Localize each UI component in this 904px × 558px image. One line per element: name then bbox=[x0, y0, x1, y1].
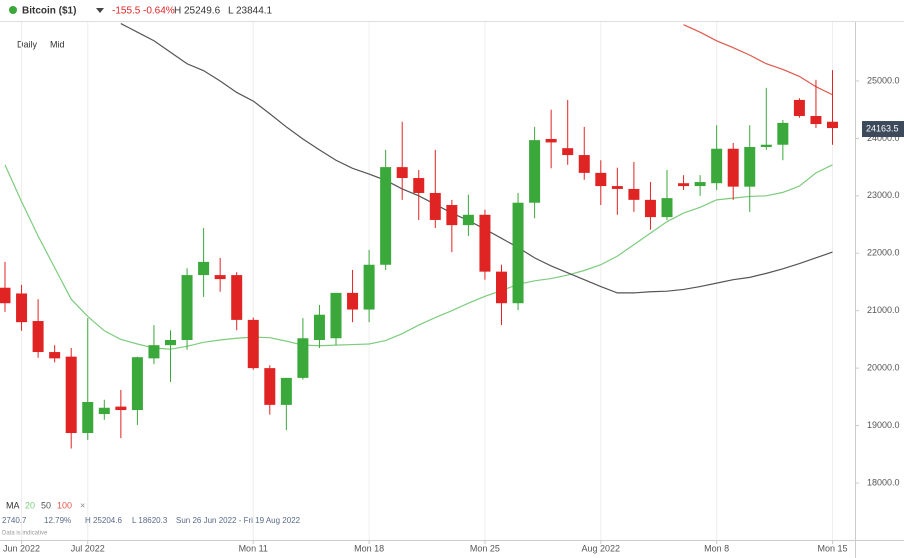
interval[interactable]: Daily bbox=[17, 39, 38, 49]
header-high: H 25249.6 bbox=[174, 6, 221, 17]
candle-body bbox=[98, 407, 110, 415]
change-pct: -0.64% bbox=[143, 6, 175, 17]
candle-body bbox=[131, 357, 143, 411]
ma-line bbox=[120, 23, 833, 294]
candle-body bbox=[363, 264, 375, 310]
candle-body bbox=[198, 261, 210, 276]
legend-close[interactable]: × bbox=[80, 500, 85, 510]
candle-body bbox=[678, 183, 690, 187]
candle-body bbox=[661, 198, 673, 218]
candle-body bbox=[165, 339, 176, 346]
candle-body bbox=[793, 99, 805, 117]
candle-body bbox=[727, 148, 739, 187]
candle-body bbox=[396, 167, 408, 179]
candle-body bbox=[694, 182, 706, 187]
candle-body bbox=[810, 116, 822, 125]
candle-body bbox=[347, 292, 359, 310]
change: -155.5 bbox=[112, 6, 141, 17]
info-note: Data is indicative bbox=[2, 531, 48, 537]
y-tick-label: 24000.0 bbox=[867, 133, 900, 143]
x-tick-label: Jun 2022 bbox=[3, 543, 40, 553]
candle-body bbox=[429, 192, 441, 220]
candle-body bbox=[380, 167, 392, 265]
candle-body bbox=[446, 205, 458, 226]
info-period: Sun 26 Jun 2022 - Fri 19 Aug 2022 bbox=[176, 516, 301, 525]
x-tick-label: Aug 2022 bbox=[582, 543, 621, 553]
candle-body bbox=[595, 172, 607, 187]
x-tick-label: Mon 18 bbox=[354, 543, 384, 553]
last-price-box bbox=[862, 121, 904, 138]
legend-entry[interactable]: 50 bbox=[41, 500, 51, 510]
candle-body bbox=[744, 147, 756, 187]
ma-line bbox=[4, 164, 833, 350]
y-tick-label: 21000.0 bbox=[867, 305, 900, 315]
candle-body bbox=[760, 144, 772, 148]
header-low: L 23844.1 bbox=[228, 6, 273, 17]
info-high: H 25204.6 bbox=[85, 516, 122, 525]
instrument[interactable]: Bitcoin ($1) bbox=[22, 6, 76, 17]
candle-body bbox=[529, 140, 541, 203]
ma-line bbox=[683, 24, 833, 96]
candle-body bbox=[777, 122, 789, 145]
candle-body bbox=[562, 148, 574, 156]
candle-body bbox=[462, 214, 474, 226]
candle-body bbox=[247, 319, 259, 369]
candle-body bbox=[628, 188, 640, 200]
candle-body bbox=[82, 402, 94, 434]
plot-area bbox=[0, 22, 838, 540]
candle-body bbox=[711, 148, 723, 184]
candle-body bbox=[231, 275, 243, 320]
candle-body bbox=[214, 275, 226, 280]
candle-body bbox=[65, 356, 77, 434]
candle-body bbox=[115, 406, 127, 411]
candle-body bbox=[313, 314, 325, 340]
x-tick-label: Mon 25 bbox=[470, 543, 500, 553]
price-type[interactable]: Mid bbox=[50, 39, 65, 49]
legend-entry[interactable]: 100 bbox=[57, 500, 72, 510]
candle-body bbox=[479, 214, 491, 272]
dropdown-caret[interactable] bbox=[96, 8, 104, 13]
candle-body bbox=[297, 338, 309, 378]
candle-body bbox=[280, 377, 292, 405]
candle-body bbox=[578, 155, 590, 173]
status-dot bbox=[9, 6, 17, 14]
y-tick-label: 22000.0 bbox=[867, 248, 900, 258]
x-tick-label: Mon 11 bbox=[239, 543, 268, 553]
candle-body bbox=[330, 292, 342, 339]
x-tick-label: Mon 15 bbox=[817, 543, 847, 553]
candle-body bbox=[512, 202, 524, 304]
candle-body bbox=[148, 345, 160, 359]
y-tick-label: 19000.0 bbox=[867, 420, 900, 430]
candle-body bbox=[32, 321, 44, 353]
candle-body bbox=[827, 121, 838, 129]
candle-body bbox=[0, 287, 11, 304]
candle-body bbox=[611, 186, 623, 189]
legend-entry[interactable]: 20 bbox=[25, 500, 35, 510]
info-range: 2740.7 bbox=[2, 516, 27, 525]
candle-body bbox=[181, 275, 193, 340]
candle-body bbox=[545, 138, 557, 143]
candle-body bbox=[496, 271, 507, 304]
candle-body bbox=[644, 199, 656, 218]
x-tick-label: Jul 2022 bbox=[71, 543, 105, 553]
info-low: L 18620.3 bbox=[132, 516, 168, 525]
legend-label: MA bbox=[6, 500, 20, 510]
x-tick-label: Mon 8 bbox=[704, 543, 729, 553]
candle-body bbox=[49, 352, 61, 359]
candle-body bbox=[16, 293, 28, 323]
info-range-pct: 12.79% bbox=[44, 516, 71, 525]
candle-body bbox=[264, 368, 276, 405]
y-tick-label: 20000.0 bbox=[867, 362, 900, 372]
y-tick-label: 18000.0 bbox=[867, 477, 900, 487]
candle-body bbox=[413, 178, 425, 193]
y-tick-label: 23000.0 bbox=[867, 190, 900, 200]
y-tick-label: 25000.0 bbox=[867, 75, 900, 85]
last-price-label: 24163.5 bbox=[866, 123, 899, 133]
